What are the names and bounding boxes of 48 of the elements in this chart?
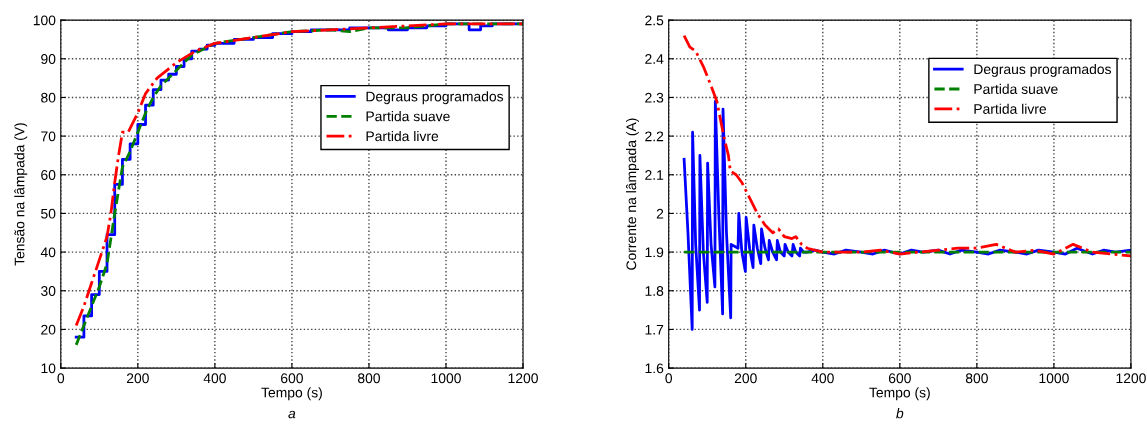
x-tick-label: 1200 (508, 373, 538, 384)
y-axis-title: Tensão na lâmpada (V) (14, 123, 28, 266)
text: b (896, 408, 904, 419)
x-tick-label: 600 (888, 373, 911, 384)
line-series (682, 34, 1131, 258)
y-tick-label: 100 (33, 15, 56, 26)
y-tick-label: 1.9 (645, 247, 664, 258)
x-tick-label: 0 (57, 373, 65, 384)
y-tick-label: 60 (41, 170, 56, 180)
y-tick-label: 80 (41, 92, 56, 103)
y-tick-label: 40 (40, 247, 56, 258)
y-tick-label: 70 (41, 131, 56, 142)
text: a (288, 410, 296, 419)
x-axis-title: Tempo (s) (261, 387, 322, 401)
y-tick-label: 20 (41, 324, 56, 335)
legend-label: Partida suave (974, 83, 1058, 95)
x-tick-label: 1200 (1116, 373, 1146, 384)
y-tick-label: 2.1 (645, 170, 664, 180)
x-tick-label: 400 (811, 373, 834, 384)
y-tick-label: 1.7 (645, 324, 664, 335)
y-tick-label: 2.2 (645, 131, 664, 142)
x-tick-label: 200 (734, 373, 757, 384)
legend-label: Partida livre (974, 103, 1047, 114)
x-tick-label: 600 (281, 373, 303, 384)
x-axis-title: Tempo (s) (869, 387, 930, 401)
legend-label: Partida suave (366, 111, 450, 122)
y-axis-title: Corrente na lâmpada (A) (625, 118, 639, 270)
y-tick-label: 10 (41, 363, 56, 374)
y-tick-label: 2 (656, 208, 664, 219)
y-tick-label: 2.4 (645, 54, 664, 64)
legend-label: Degraus programados (366, 91, 504, 105)
x-tick-label: 800 (965, 373, 988, 384)
y-tick-label: 2.5 (645, 15, 664, 26)
y-tick-label: 1.6 (645, 363, 664, 374)
x-tick-label: 400 (203, 373, 226, 384)
x-tick-label: 800 (357, 373, 380, 384)
x-tick-label: 1000 (1039, 373, 1069, 384)
x-tick-label: 200 (126, 373, 149, 384)
x-tick-label: 0 (665, 373, 673, 384)
legend-label: Degraus programados (974, 63, 1112, 77)
x-tick-label: 1000 (431, 373, 461, 384)
legend-label: Partida livre (366, 130, 439, 142)
y-tick-label: 50 (41, 208, 56, 219)
y-tick-label: 90 (41, 54, 56, 64)
y-tick-label: 30 (41, 286, 56, 296)
y-tick-label: 2.3 (645, 92, 664, 103)
line-series (682, 99, 1131, 331)
y-tick-label: 1.8 (645, 286, 664, 296)
